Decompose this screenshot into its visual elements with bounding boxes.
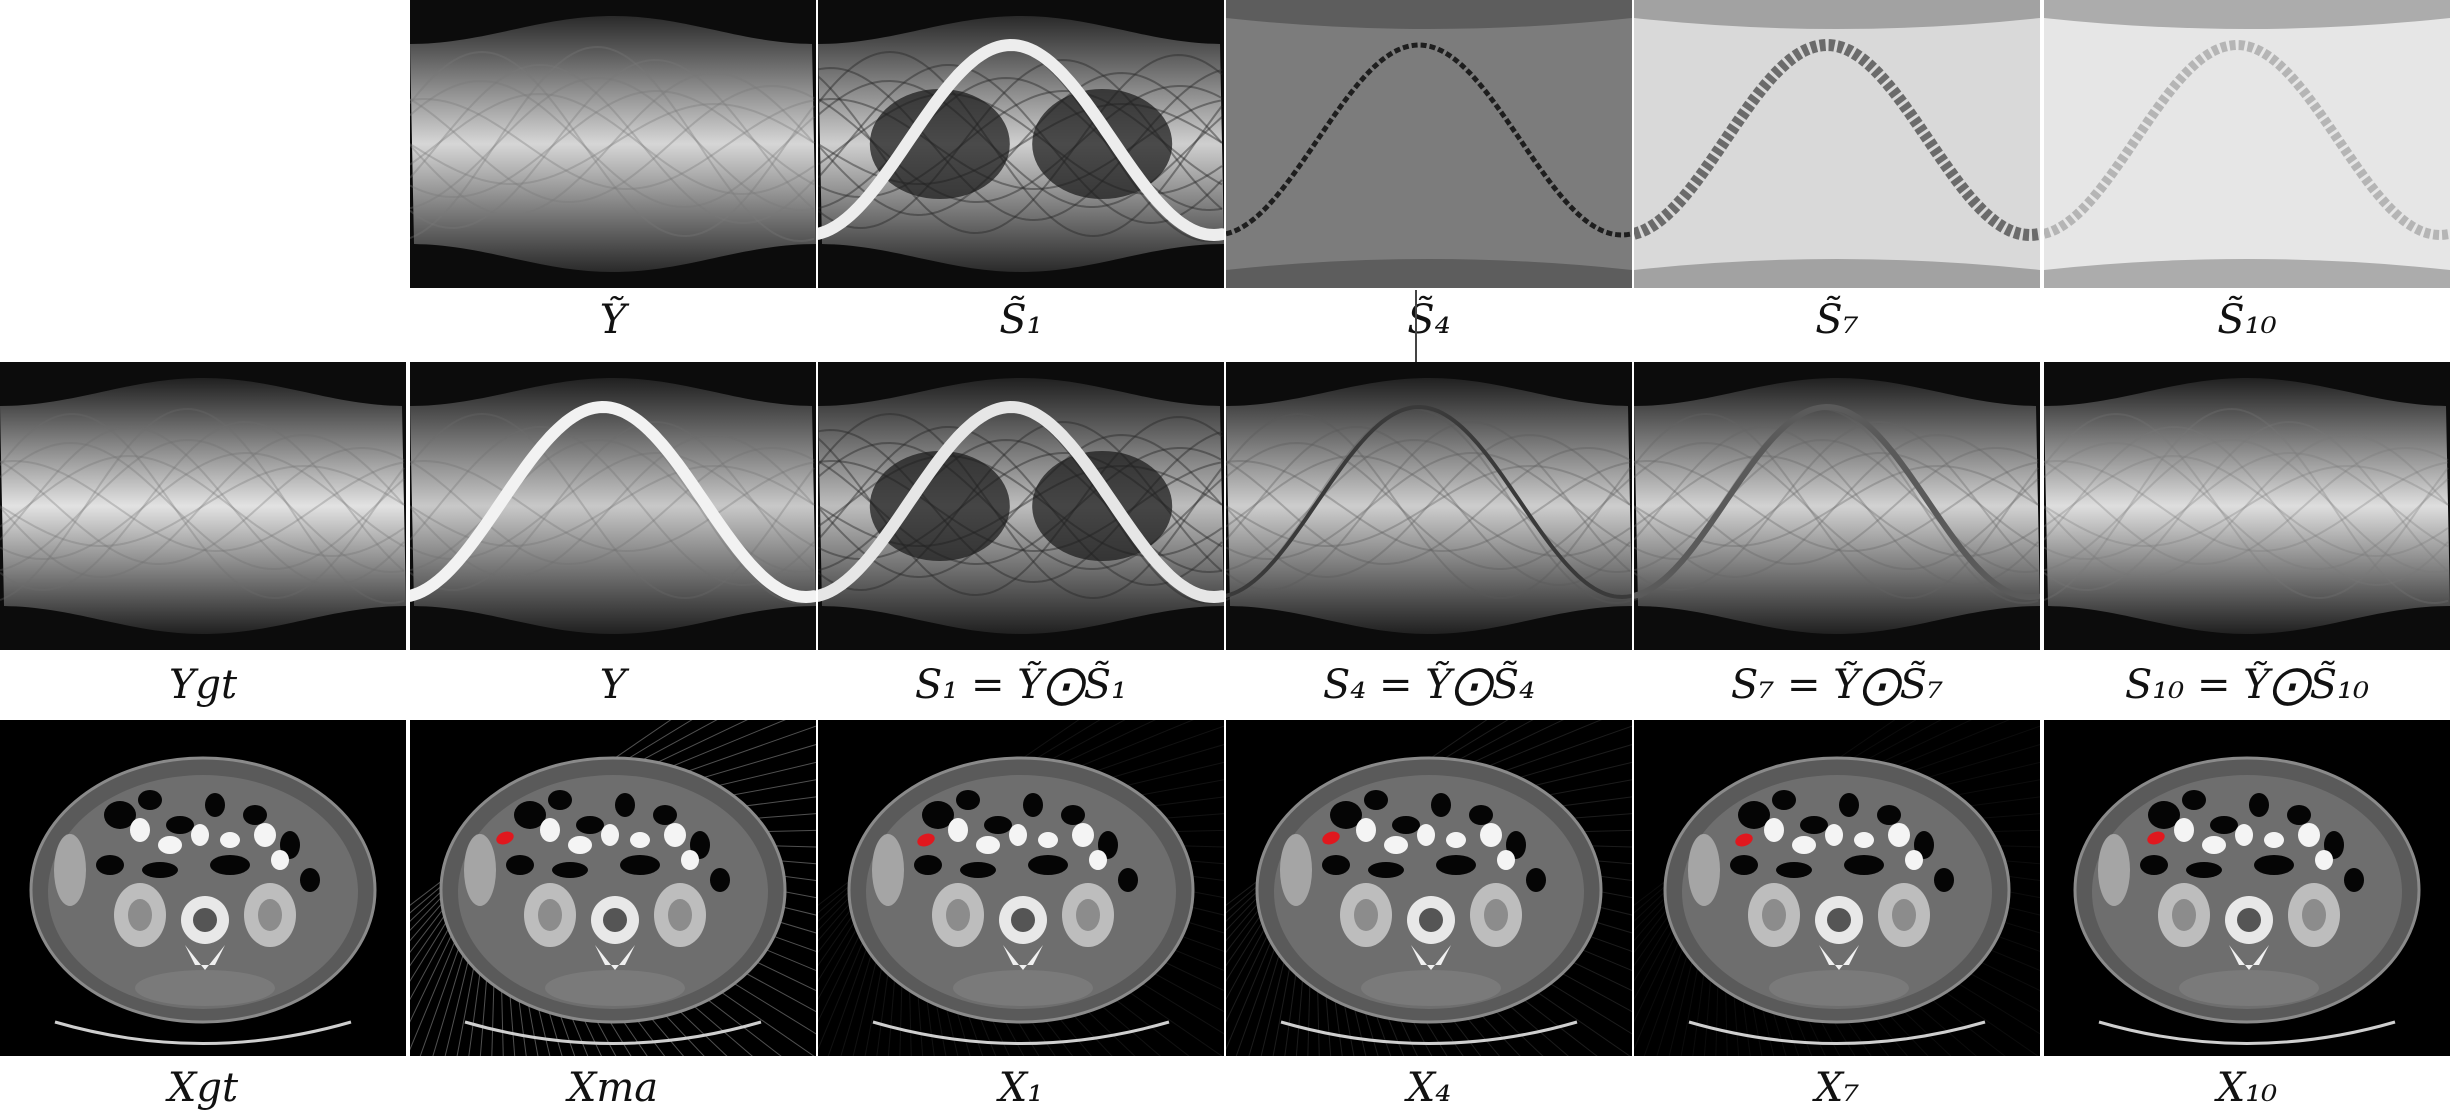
sinogram-s7-tilde xyxy=(1634,0,2040,288)
sinogram-s4-tilde xyxy=(1226,0,1632,288)
caption-s7-tilde: S̃₇ xyxy=(1634,300,2040,340)
sinogram-product-7 xyxy=(1634,362,2040,650)
caption-s10: S₁₀ = Ỹ⨀S̃₁₀ xyxy=(2044,665,2450,705)
ct-recon-10 xyxy=(2044,720,2450,1056)
sinogram-product-1 xyxy=(818,362,1224,650)
ct-ground-truth xyxy=(0,720,406,1056)
sinogram-y-tilde xyxy=(410,0,816,288)
ct-recon-1 xyxy=(818,720,1224,1056)
ct-metal-artifact xyxy=(410,720,816,1056)
ct-recon-4 xyxy=(1226,720,1632,1056)
caption-y-gt: Ygt xyxy=(0,665,406,705)
sinogram-metal xyxy=(410,362,816,650)
panel-blank xyxy=(0,0,406,288)
caption-s10-tilde: S̃₁₀ xyxy=(2044,300,2450,340)
caption-s1-tilde: S̃₁ xyxy=(818,300,1224,340)
caption-x-ma: Xma xyxy=(410,1068,816,1108)
caption-x7: X₇ xyxy=(1634,1068,2040,1108)
caption-x4: X₄ xyxy=(1226,1068,1632,1108)
sinogram-product-10 xyxy=(2044,362,2450,650)
sinogram-s10-tilde xyxy=(2044,0,2450,288)
caption-s1: S₁ = Ỹ⨀S̃₁ xyxy=(818,665,1224,705)
ct-recon-7 xyxy=(1634,720,2040,1056)
sinogram-s1-tilde xyxy=(818,0,1224,288)
sinogram-ground-truth xyxy=(0,362,406,650)
sinogram-product-4 xyxy=(1226,362,1632,650)
caption-x-gt: Xgt xyxy=(0,1068,406,1108)
caption-y: Y xyxy=(410,665,816,705)
caption-y-tilde: Ỹ xyxy=(410,300,816,340)
caption-s7: S₇ = Ỹ⨀S̃₇ xyxy=(1634,665,2040,705)
caption-s4: S₄ = Ỹ⨀S̃₄ xyxy=(1226,665,1632,705)
caption-x1: X₁ xyxy=(818,1068,1224,1108)
caption-x10: X₁₀ xyxy=(2044,1068,2450,1108)
caption-s4-tilde: S̃₄ xyxy=(1226,300,1632,340)
divider-line xyxy=(1415,290,1417,364)
